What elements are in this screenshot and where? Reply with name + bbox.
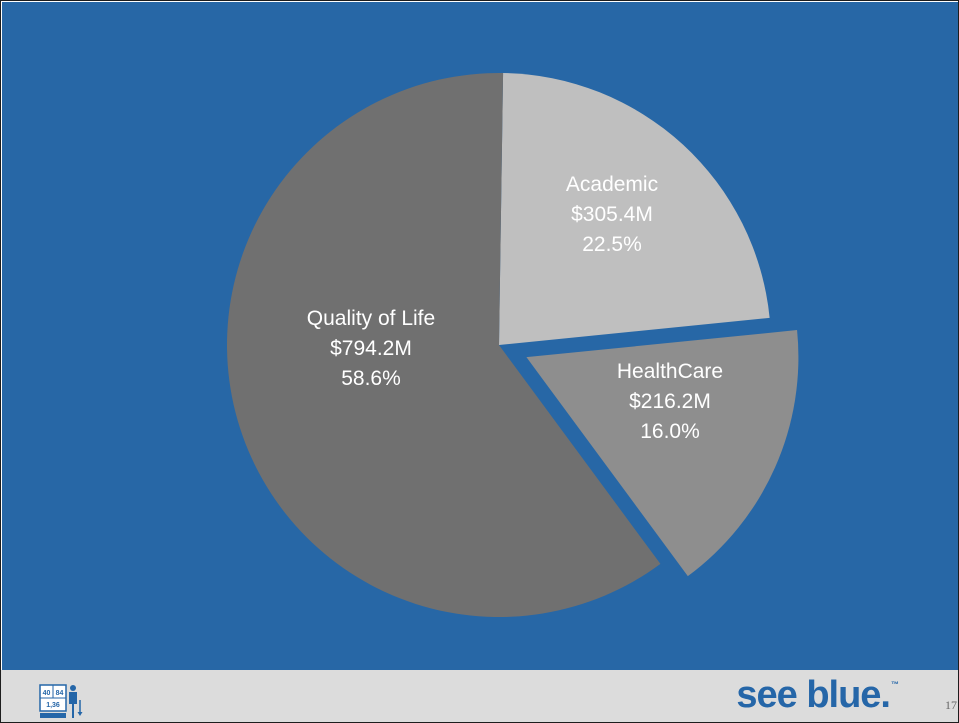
page-number: 17 <box>945 698 957 712</box>
svg-text:40: 40 <box>43 690 51 697</box>
footer-bar: 40 84 1,36 see blue.™ 17 <box>1 670 958 722</box>
pie-slices <box>227 72 799 617</box>
slice-amount: $305.4M <box>571 203 653 226</box>
pie-slice-academic <box>499 73 770 345</box>
pie-slice-quality-of-life <box>227 72 661 617</box>
slice-name: Quality of Life <box>307 307 435 330</box>
see-blue-brand: see blue.™ <box>736 674 899 717</box>
slice-name: HealthCare <box>617 360 723 383</box>
brand-text: see blue. <box>736 674 891 716</box>
slice-percent: 58.6% <box>341 367 401 390</box>
slice-label-healthcare: HealthCare $216.2M 16.0% <box>617 360 723 443</box>
slice-percent: 16.0% <box>640 420 700 443</box>
slice-percent: 22.5% <box>582 233 642 256</box>
pie-chart: Academic $305.4M 22.5% HealthCare $216.2M 16.… <box>2 2 958 670</box>
40-84-1-36-logo-icon: 40 84 1,36 <box>39 684 83 718</box>
slice-amount: $794.2M <box>330 337 412 360</box>
pie-labels: Academic $305.4M 22.5% HealthCare $216.2M 16.… <box>307 173 723 443</box>
slice-name: Academic <box>566 173 658 196</box>
svg-text:84: 84 <box>56 690 64 697</box>
slice-label-quality-of-life: Quality of Life $794.2M 58.6% <box>307 307 435 390</box>
chart-area: Academic $305.4M 22.5% HealthCare $216.2M 16.… <box>2 2 958 670</box>
svg-text:1,36: 1,36 <box>46 702 60 709</box>
pie-slice-healthcare <box>526 330 799 577</box>
slice-amount: $216.2M <box>629 390 711 413</box>
slice-label-academic: Academic $305.4M 22.5% <box>566 173 658 256</box>
trademark-mark: ™ <box>891 680 899 689</box>
